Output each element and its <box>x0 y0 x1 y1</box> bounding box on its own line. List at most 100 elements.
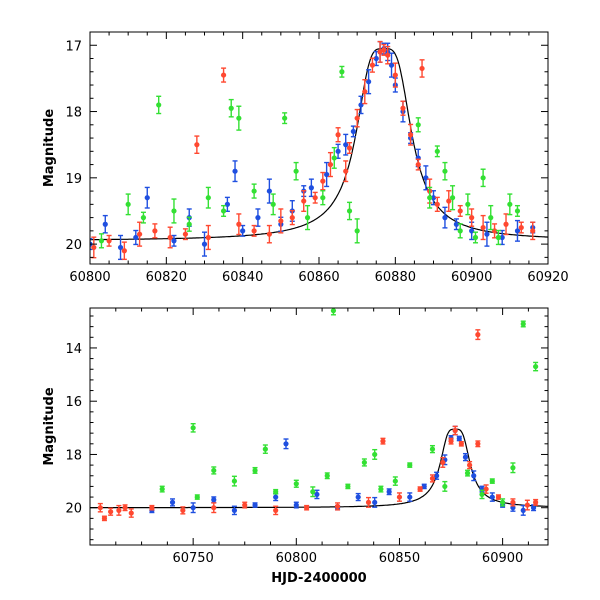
model-curve <box>90 48 548 241</box>
data-point <box>429 446 436 452</box>
data-point <box>380 438 386 444</box>
data-point <box>343 168 349 174</box>
data-point <box>97 505 103 511</box>
data-point <box>293 168 299 174</box>
x-tick-label: 60840 <box>222 270 263 285</box>
data-point <box>448 438 454 444</box>
data-point <box>283 441 289 447</box>
y-axis-label: Magnitude <box>42 387 57 466</box>
data-point <box>483 486 489 492</box>
data-point <box>236 221 242 227</box>
data-point <box>433 473 440 479</box>
data-point <box>434 148 440 154</box>
data-point <box>462 454 469 460</box>
data-point <box>392 72 398 78</box>
data-point <box>149 505 155 511</box>
data-point <box>293 502 299 508</box>
data-point <box>201 241 208 247</box>
data-point <box>533 499 539 505</box>
data-point <box>144 195 150 201</box>
x-tick-label: 60820 <box>146 270 187 285</box>
data-point <box>255 215 261 221</box>
x-tick-label: 60800 <box>69 270 110 285</box>
data-point <box>361 459 367 466</box>
data-point <box>452 427 458 434</box>
data-point <box>98 238 105 244</box>
data-point <box>273 489 279 495</box>
data-point <box>152 228 158 234</box>
data-point <box>471 473 477 479</box>
data-point <box>331 155 337 161</box>
data-point <box>240 228 246 234</box>
data-point <box>484 231 490 237</box>
data-point <box>388 62 395 68</box>
data-point <box>488 215 494 221</box>
y-tick-label: 20 <box>65 238 82 253</box>
y-tick-label: 14 <box>65 342 82 357</box>
data-point <box>335 132 341 138</box>
data-point <box>231 478 238 484</box>
y-axis-label: Magnitude <box>42 109 57 188</box>
data-point <box>252 502 258 508</box>
data-point <box>211 505 217 511</box>
data-point <box>220 72 227 78</box>
data-point <box>440 459 446 466</box>
data-point <box>171 208 177 214</box>
data-point <box>396 494 403 500</box>
x-tick-label: 60900 <box>482 551 523 566</box>
data-point <box>400 105 406 111</box>
data-point <box>369 62 376 68</box>
data-point <box>354 228 360 234</box>
data-point <box>417 486 423 492</box>
data-point <box>324 171 330 178</box>
data-point <box>355 494 361 500</box>
data-point <box>458 441 464 447</box>
data-point <box>407 494 413 500</box>
bottom-panel: 60750 60800 60850 60900 14 16 18 20 Magnitude HJD… <box>42 307 549 586</box>
x-tick-label: 60800 <box>276 551 317 566</box>
data-point <box>442 168 448 174</box>
data-point <box>346 208 353 214</box>
data-point <box>491 228 498 234</box>
data-point <box>101 515 108 521</box>
data-point <box>159 486 165 492</box>
data-point <box>205 234 211 241</box>
data-point <box>327 161 334 168</box>
data-point <box>499 234 505 241</box>
data-point <box>310 489 316 495</box>
x-tick-label: 60900 <box>451 270 492 285</box>
y-tick-label: 20 <box>65 502 82 517</box>
data-point <box>372 451 378 458</box>
data-point <box>220 208 227 214</box>
data-point <box>510 499 516 505</box>
data-point <box>507 201 513 207</box>
data-point <box>167 234 173 241</box>
data-point <box>480 175 486 181</box>
data-point <box>469 215 475 221</box>
data-point <box>128 510 134 516</box>
data-point <box>423 175 429 181</box>
data-point <box>252 467 258 474</box>
x-tick-label: 60920 <box>527 270 568 285</box>
top-panel: 60800 60820 60840 60860 60880 60900 60920 17 18 1… <box>42 31 569 285</box>
data-point <box>495 234 501 241</box>
data-point <box>500 499 506 505</box>
y-tick-label: 19 <box>65 172 82 187</box>
data-point <box>503 221 509 227</box>
data-point <box>495 494 502 500</box>
data-point <box>530 228 536 234</box>
data-point <box>125 201 131 207</box>
data-point <box>228 105 234 111</box>
data-point <box>102 221 108 227</box>
data-point <box>479 491 485 498</box>
data-point <box>270 201 276 207</box>
data-point <box>224 201 230 207</box>
data-point <box>520 321 526 327</box>
data-point <box>108 509 114 515</box>
data-point <box>194 494 200 500</box>
data-point <box>434 201 440 207</box>
data-point <box>282 115 288 121</box>
data-point <box>273 507 279 513</box>
data-point <box>339 69 345 75</box>
